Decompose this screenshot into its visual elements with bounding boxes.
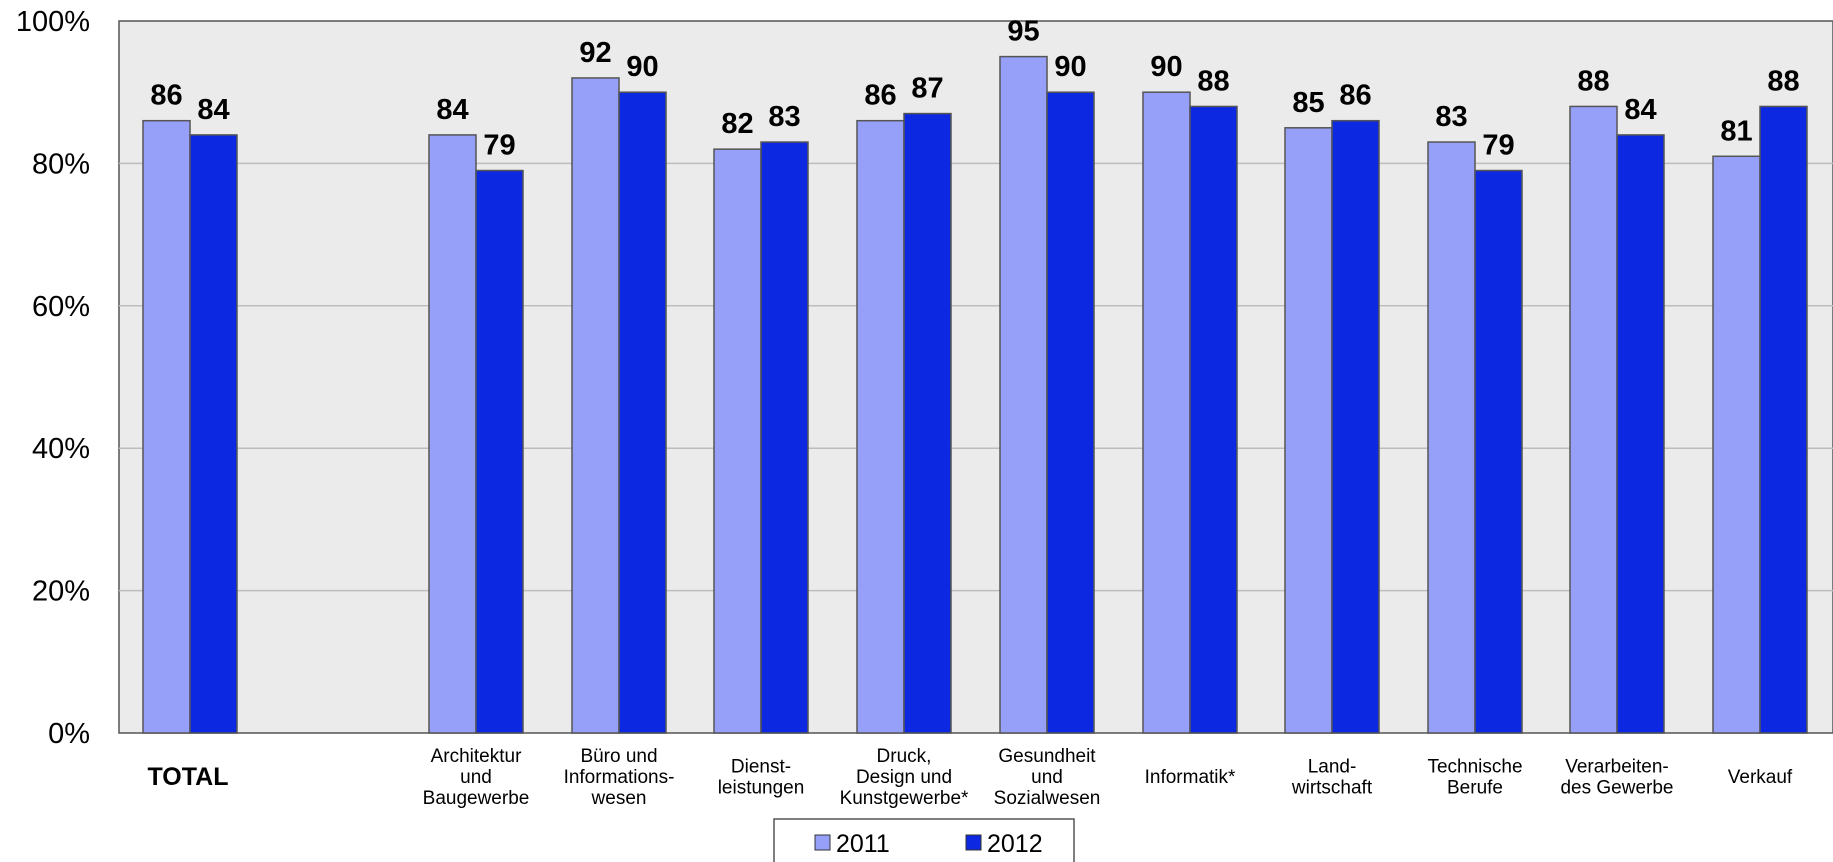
data-label: 82 xyxy=(721,108,753,140)
legend-swatch xyxy=(965,834,982,851)
data-label: 88 xyxy=(1767,65,1799,97)
y-axis-ticks: 0% 20% 40% 60% 80% 100% xyxy=(16,6,90,750)
plot-area xyxy=(118,20,1833,734)
bar xyxy=(475,169,524,734)
y-tick-label: 0% xyxy=(48,718,90,750)
data-labels: 86 84 92 82 86 95 90 85 83 88 81 84 79 90 83 87 90 88 86 79… xyxy=(150,16,1799,162)
data-label: 79 xyxy=(1482,130,1514,162)
y-tick-label: 80% xyxy=(32,148,90,180)
bars xyxy=(142,55,1808,734)
x-tick-label: Informatik* xyxy=(1145,767,1236,788)
legend-label: 2011 xyxy=(836,830,890,858)
x-tick-label: Gesundheit und Sozialwesen xyxy=(994,746,1101,809)
data-label: 79 xyxy=(483,130,515,162)
data-label: 84 xyxy=(436,94,468,126)
data-label: 83 xyxy=(1435,101,1467,133)
data-label: 84 xyxy=(197,94,229,126)
data-label: 86 xyxy=(864,80,896,112)
bar xyxy=(713,148,762,734)
bar xyxy=(856,119,905,734)
x-tick-label: Architektur und Baugewerbe xyxy=(423,746,530,809)
x-tick-label: Verkauf xyxy=(1728,767,1793,788)
data-label: 90 xyxy=(1054,51,1086,83)
bar xyxy=(1712,155,1761,734)
y-tick-label: 40% xyxy=(32,433,90,465)
data-label: 90 xyxy=(626,51,658,83)
data-label: 85 xyxy=(1292,87,1324,119)
bar xyxy=(1569,105,1618,734)
x-tick-label: Verarbeiten-des Gewerbe xyxy=(1560,757,1673,799)
bar xyxy=(760,141,809,734)
data-label: 90 xyxy=(1150,51,1182,83)
bar xyxy=(1759,105,1808,734)
data-label: 88 xyxy=(1197,65,1229,97)
data-label: 84 xyxy=(1624,94,1656,126)
x-tick-label: Technische Berufe xyxy=(1427,757,1522,799)
y-tick-label: 60% xyxy=(32,291,90,323)
bar xyxy=(999,55,1048,734)
gridlines xyxy=(119,162,1833,592)
bar xyxy=(1331,119,1380,734)
bar xyxy=(571,77,620,734)
legend: 2011 2012 xyxy=(773,818,1075,862)
data-label: 92 xyxy=(579,37,611,69)
bar xyxy=(428,134,477,734)
y-tick-label: 100% xyxy=(16,6,90,38)
x-tick-label: Dienst-leistungen xyxy=(718,757,805,799)
legend-swatch xyxy=(814,834,831,851)
bar xyxy=(1142,91,1191,734)
bar xyxy=(1046,91,1095,734)
data-label: 83 xyxy=(768,101,800,133)
x-tick-label: Büro und Informations-wesen xyxy=(564,746,675,809)
bar xyxy=(1189,105,1238,734)
data-label: 87 xyxy=(911,73,943,105)
bar xyxy=(1427,141,1476,734)
bar xyxy=(618,91,667,734)
x-tick-label: TOTAL xyxy=(147,763,228,791)
x-tick-label: Land-wirtschaft xyxy=(1291,757,1373,799)
x-tick-label: Druck, Design und Kunstgewerbe* xyxy=(840,746,969,809)
bar xyxy=(903,112,952,734)
data-label: 81 xyxy=(1720,115,1752,147)
legend-label: 2012 xyxy=(987,830,1043,858)
bar xyxy=(189,134,238,734)
x-axis-labels: TOTAL Architektur und Baugewerbe Büro und Inf… xyxy=(147,746,1792,809)
data-label: 88 xyxy=(1577,65,1609,97)
bar xyxy=(1284,127,1333,734)
y-tick-label: 20% xyxy=(32,576,90,608)
data-label: 86 xyxy=(1339,80,1371,112)
bar xyxy=(142,119,191,734)
data-label: 86 xyxy=(150,80,182,112)
bar xyxy=(1474,169,1523,734)
bar xyxy=(1616,134,1665,734)
data-label: 95 xyxy=(1007,16,1039,48)
